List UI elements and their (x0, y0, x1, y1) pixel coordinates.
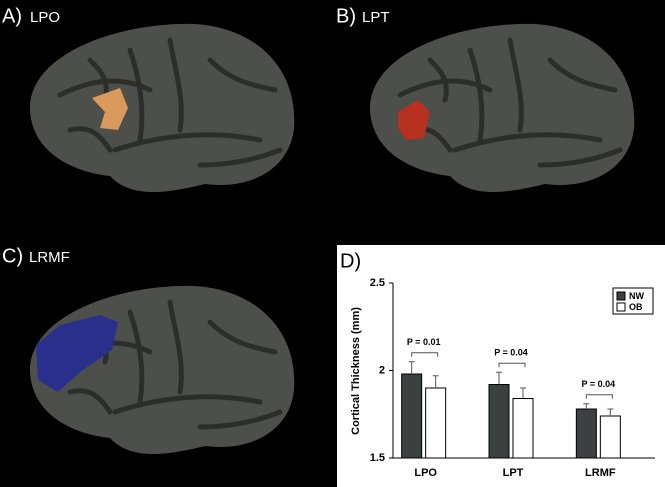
error-bar (432, 375, 439, 388)
bracket (411, 352, 439, 357)
error-bar (496, 371, 502, 385)
bar (401, 373, 423, 459)
bar (599, 415, 621, 459)
bracket (498, 362, 526, 368)
bar (425, 387, 447, 459)
bar (512, 398, 534, 459)
panel-title: LPT (362, 9, 390, 26)
x-tick-label: LPO (414, 467, 437, 479)
annotation: P = 0.04 (582, 379, 616, 389)
region-lpo (92, 88, 128, 130)
x-tick-label: LPT (503, 467, 524, 479)
error-bar (583, 403, 590, 409)
error-bar (607, 408, 614, 416)
error-bar (520, 387, 526, 399)
panel-title: LPO (30, 9, 60, 26)
y-tick-label: 1.5 (370, 452, 385, 464)
y-tick-label: 2.5 (370, 277, 385, 289)
bar (488, 384, 510, 459)
panel-label: C) (2, 245, 23, 267)
region-lrmf (36, 315, 118, 392)
y-axis-label: Cortical Thickness (mm) (350, 307, 362, 435)
y-tick-label: 2 (379, 364, 385, 376)
panel-label: B) (336, 5, 356, 27)
region-lpt (398, 100, 430, 140)
panel-label: A) (2, 5, 22, 27)
error-bar (408, 361, 415, 374)
legend-swatch (616, 302, 626, 312)
legend-swatch (616, 291, 626, 301)
brain-a (30, 24, 294, 192)
panel-title: LRMF (29, 249, 70, 266)
annotation: P = 0.04 (494, 348, 528, 358)
legend-label: OB (629, 302, 643, 312)
bracket (585, 394, 613, 399)
legend-label: NW (629, 291, 644, 301)
brain-b (370, 24, 634, 192)
bar (575, 408, 597, 459)
panel-label: D) (340, 250, 361, 272)
annotation: P = 0.01 (407, 337, 441, 347)
brain-c (30, 286, 294, 454)
x-tick-label: LRMF (585, 467, 616, 479)
